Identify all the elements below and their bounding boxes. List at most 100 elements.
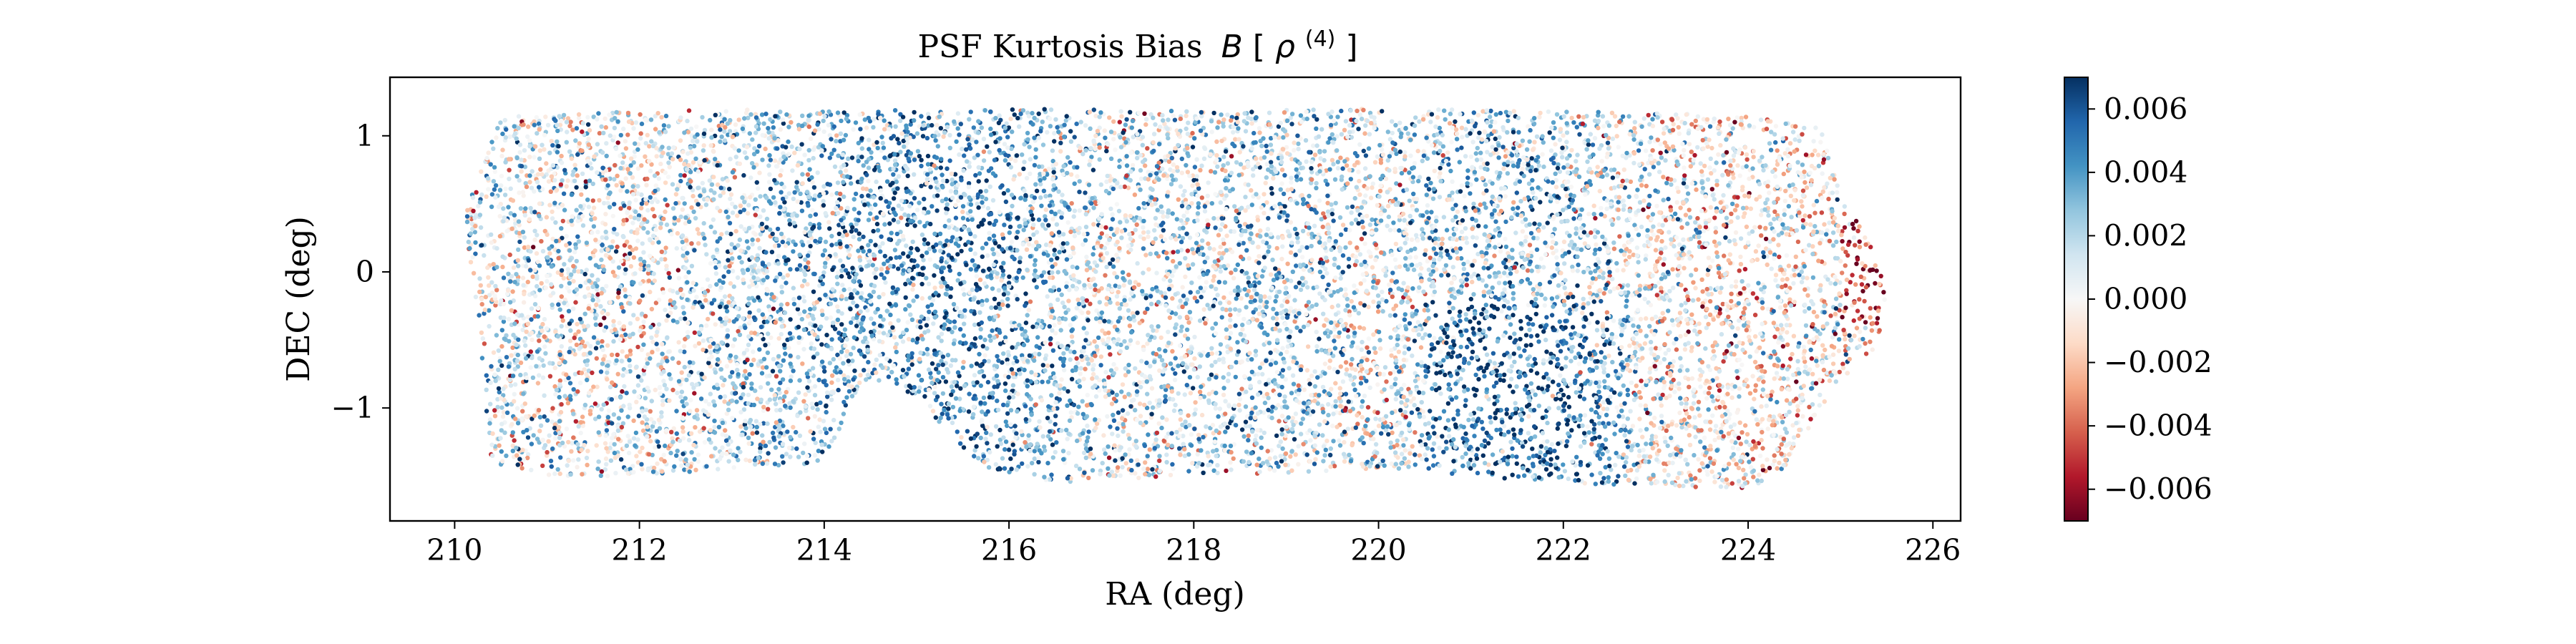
scatter-point [1432,168,1438,174]
scatter-point [1541,225,1546,230]
scatter-point [791,369,796,374]
scatter-point [737,161,743,167]
scatter-point [1210,422,1216,428]
scatter-point [1389,353,1394,358]
scatter-point [482,311,487,316]
scatter-point [849,181,854,186]
scatter-point [1704,326,1709,331]
scatter-point [1711,399,1716,404]
scatter-point [623,139,628,144]
scatter-point [946,406,951,411]
scatter-point [535,349,540,354]
scatter-point [829,243,834,248]
scatter-point [1091,222,1096,227]
scatter-point [811,155,816,161]
scatter-point [978,335,983,340]
scatter-point [540,187,545,192]
scatter-point [1813,125,1818,130]
scatter-point [1751,155,1756,160]
scatter-point [1667,288,1672,294]
scatter-point [565,178,570,183]
scatter-point [1596,109,1601,114]
scatter-point [1601,476,1606,481]
scatter-point [1362,231,1367,236]
scatter-point [1601,406,1606,411]
scatter-point [746,245,751,250]
scatter-point [1622,433,1627,438]
scatter-point [728,157,733,162]
scatter-point [1755,257,1760,262]
scatter-point [1022,142,1027,147]
scatter-point [1854,326,1860,331]
scatter-point [1689,273,1694,278]
scatter-point [1005,296,1010,302]
scatter-point [742,200,747,205]
scatter-point [1555,356,1560,362]
scatter-point [1445,273,1451,278]
scatter-point [961,359,966,365]
scatter-point [1010,203,1015,209]
scatter-point [1084,254,1089,260]
scatter-point [1459,183,1465,188]
scatter-point [616,265,622,270]
scatter-point [1171,258,1176,264]
scatter-point [1458,344,1463,350]
scatter-point [1324,468,1329,474]
scatter-point [727,263,732,268]
scatter-point [1366,146,1372,151]
scatter-point [1741,467,1746,472]
scatter-point [1388,335,1393,340]
scatter-point [661,379,666,384]
scatter-point [806,416,811,421]
scatter-point [1757,345,1762,351]
scatter-point [526,124,531,130]
scatter-point [1476,406,1481,411]
scatter-point [930,204,935,209]
scatter-point [1028,157,1033,162]
scatter-point [1000,235,1006,240]
scatter-point [732,245,738,250]
scatter-point [1128,150,1134,155]
scatter-point [1755,296,1760,301]
scatter-point [484,194,489,199]
scatter-point [1099,231,1105,236]
scatter-point [789,119,794,125]
scatter-point [1592,251,1597,256]
scatter-point [1687,208,1692,213]
scatter-point [670,288,675,293]
scatter-point [1557,169,1563,175]
scatter-point [562,444,567,449]
scatter-point [708,391,713,396]
scatter-point [1444,446,1449,451]
scatter-point [1696,406,1701,411]
scatter-point [851,278,856,283]
scatter-point [972,322,977,328]
scatter-point [751,315,757,320]
scatter-point [604,462,609,467]
scatter-point [545,122,551,128]
scatter-point [765,350,771,356]
scatter-point [543,351,548,356]
scatter-point [1058,149,1063,154]
scatter-point [841,411,847,416]
scatter-point [1057,250,1062,255]
scatter-point [1003,419,1009,424]
scatter-point [1116,290,1121,295]
scatter-point [1349,135,1355,140]
scatter-point [724,230,730,235]
scatter-point [708,428,713,433]
scatter-point [1529,186,1535,191]
scatter-point [1501,303,1507,309]
scatter-point [1233,137,1238,142]
scatter-point [1312,384,1318,389]
scatter-point [1674,423,1679,428]
scatter-point [1650,123,1656,129]
scatter-point [1672,211,1678,216]
scatter-point [1096,335,1101,341]
scatter-point [1564,439,1570,444]
scatter-point [724,411,729,416]
scatter-point [1427,333,1433,338]
scatter-point [1441,215,1447,220]
scatter-point [1040,142,1046,147]
scatter-point [940,411,945,416]
